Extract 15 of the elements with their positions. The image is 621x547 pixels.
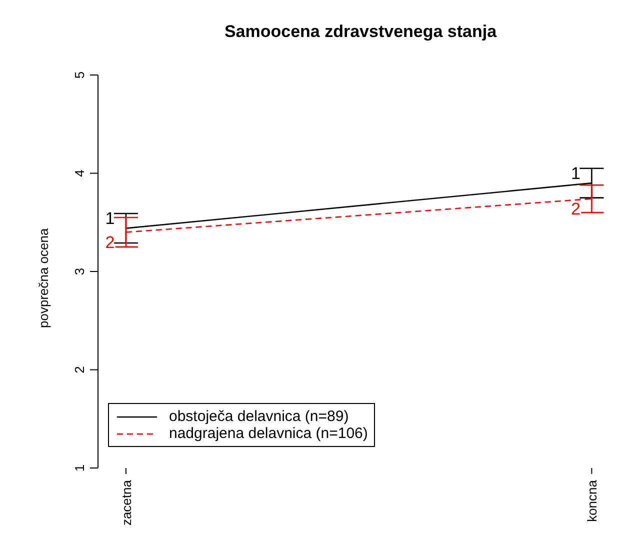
annotation: 2 (105, 233, 115, 252)
annotation: 1 (105, 209, 115, 228)
annotation: 2 (570, 200, 580, 219)
y-tick-label: 1 (72, 464, 87, 472)
chart-title: Samoocena zdravstvenega stanja (223, 22, 498, 42)
legend-label: obstoječa delavnica (n=89) (169, 408, 349, 425)
y-tick-label: 5 (72, 71, 87, 79)
y-tick-label: 3 (72, 268, 87, 276)
y-tick-label: 4 (72, 170, 87, 177)
x-tick-label: koncna (584, 479, 600, 522)
y-tick-label: 2 (72, 366, 87, 374)
y-axis-title: povprečna ocena (36, 228, 51, 328)
annotation: 1 (570, 164, 580, 184)
legend-label: nadgrajena delavnica (n=106) (169, 425, 368, 442)
x-tick-label: zacetna (118, 479, 134, 526)
